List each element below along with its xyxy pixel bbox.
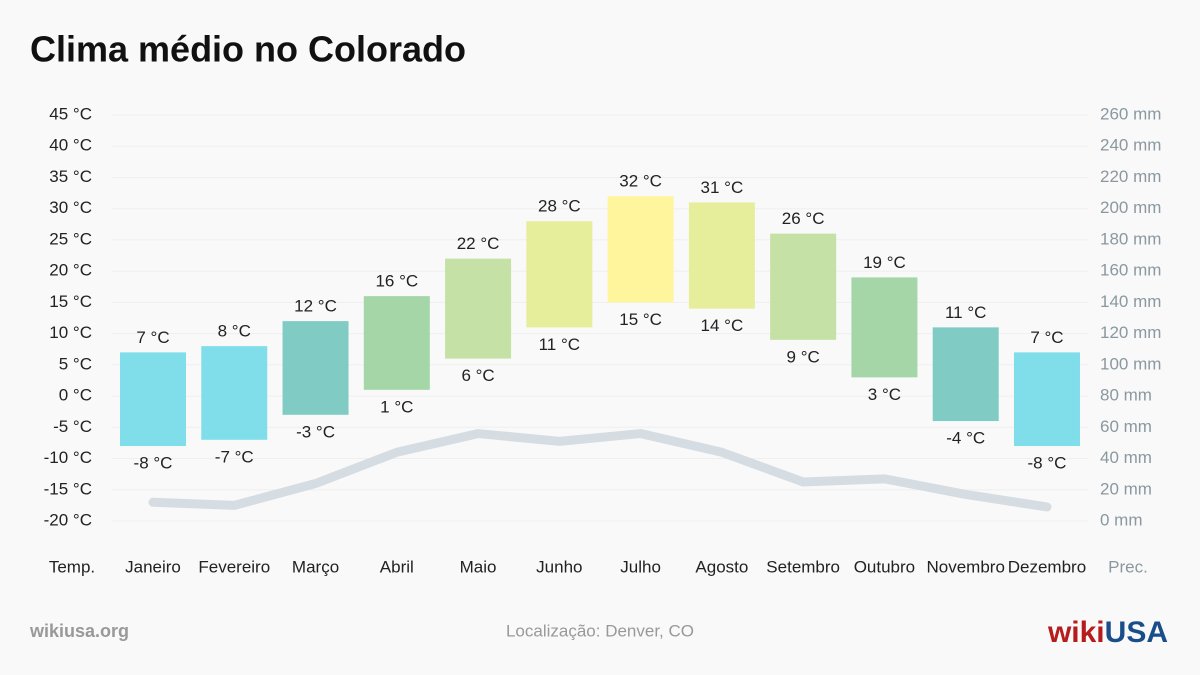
- temperature-bar: [932, 327, 999, 422]
- logo: wikiUSA: [1047, 616, 1168, 649]
- y-axis-label: Temp.: [49, 557, 95, 576]
- temperature-bar: [770, 233, 837, 340]
- min-label: 1 °C: [380, 397, 413, 416]
- max-label: 31 °C: [701, 178, 744, 197]
- min-label: 9 °C: [787, 347, 820, 366]
- y-tick-label: 30 °C: [49, 198, 92, 217]
- x-tick-label: Setembro: [766, 557, 840, 576]
- y-tick-label: 20 °C: [49, 261, 92, 280]
- max-label: 32 °C: [619, 172, 662, 191]
- y-tick-label: -5 °C: [53, 417, 92, 436]
- max-label: 12 °C: [294, 297, 337, 316]
- min-label: -7 °C: [215, 447, 254, 466]
- temperature-bar: [607, 196, 674, 303]
- y-tick-label: 5 °C: [59, 354, 92, 373]
- y2-tick-label: 240 mm: [1100, 136, 1161, 155]
- precipitation-line: [148, 429, 1052, 512]
- temperature-bar: [120, 352, 186, 447]
- temperature-bar: [526, 221, 593, 328]
- x-tick-label: Abril: [380, 557, 414, 576]
- x-tick-label: Janeiro: [125, 557, 181, 576]
- y-tick-label: 10 °C: [49, 323, 92, 342]
- logo-usa: USA: [1105, 616, 1168, 649]
- max-label: 19 °C: [863, 253, 906, 272]
- x-tick-label: Março: [292, 557, 339, 576]
- x-tick-label: Julho: [620, 557, 661, 576]
- x-tick-label: Junho: [536, 557, 582, 576]
- y2-tick-label: 220 mm: [1100, 167, 1161, 186]
- y2-tick-label: 200 mm: [1100, 198, 1161, 217]
- x-tick-label: Novembro: [926, 557, 1004, 576]
- y-tick-label: -20 °C: [44, 510, 92, 529]
- temperature-bar: [363, 296, 430, 390]
- y2-tick-label: 80 mm: [1100, 386, 1152, 405]
- max-label: 28 °C: [538, 197, 581, 216]
- y2-tick-label: 40 mm: [1100, 448, 1152, 467]
- y2-tick-label: 260 mm: [1100, 104, 1161, 123]
- y-tick-label: -15 °C: [44, 479, 92, 498]
- y2-tick-label: 20 mm: [1100, 479, 1152, 498]
- y-tick-label: 35 °C: [49, 167, 92, 186]
- y2-tick-label: 180 mm: [1100, 229, 1161, 248]
- min-label: 14 °C: [701, 316, 744, 335]
- min-label: 11 °C: [539, 335, 580, 354]
- min-label: -4 °C: [946, 429, 985, 448]
- chart-title: Clima médio no Colorado: [30, 29, 466, 70]
- max-label: 26 °C: [782, 209, 825, 228]
- y2-tick-label: 0 mm: [1100, 510, 1143, 529]
- y2-tick-label: 120 mm: [1100, 323, 1161, 342]
- y-tick-label: 45 °C: [49, 104, 92, 123]
- x-tick-label: Fevereiro: [198, 557, 270, 576]
- logo-wiki: wiki: [1047, 616, 1105, 649]
- min-label: 3 °C: [868, 385, 901, 404]
- grid: [112, 114, 1088, 522]
- max-label: 11 °C: [945, 303, 986, 322]
- temperature-bar: [282, 321, 349, 415]
- min-label: -3 °C: [296, 422, 335, 441]
- y-tick-label: -10 °C: [44, 448, 92, 467]
- y2-tick-label: 140 mm: [1100, 292, 1161, 311]
- x-tick-label: Maio: [460, 557, 497, 576]
- temperature-bar: [1013, 352, 1080, 447]
- temperature-bar: [688, 202, 755, 309]
- y2-axis-label: Prec.: [1108, 557, 1148, 576]
- min-label: -8 °C: [1028, 454, 1067, 473]
- max-label: 7 °C: [136, 328, 169, 347]
- max-label: 7 °C: [1030, 328, 1063, 347]
- max-label: 16 °C: [375, 272, 418, 291]
- y2-tick-label: 60 mm: [1100, 417, 1152, 436]
- x-tick-label: Dezembro: [1008, 557, 1086, 576]
- source: wikiusa.org: [29, 621, 129, 641]
- max-label: 8 °C: [218, 322, 251, 341]
- min-label: 6 °C: [461, 366, 494, 385]
- y-tick-label: 15 °C: [49, 292, 92, 311]
- y-tick-label: 0 °C: [59, 386, 92, 405]
- max-label: 22 °C: [457, 234, 500, 253]
- temperature-bar: [851, 277, 918, 378]
- min-label: -8 °C: [134, 454, 173, 473]
- y2-tick-label: 160 mm: [1100, 261, 1161, 280]
- location-note: Localização: Denver, CO: [506, 621, 694, 640]
- x-tick-label: Agosto: [695, 557, 748, 576]
- y2-tick-label: 100 mm: [1100, 354, 1161, 373]
- y-tick-label: 40 °C: [49, 136, 92, 155]
- temperature-bar: [445, 258, 512, 359]
- min-label: 15 °C: [619, 310, 662, 329]
- temperature-bar: [201, 346, 268, 440]
- x-tick-label: Outubro: [854, 557, 915, 576]
- y-tick-label: 25 °C: [49, 229, 92, 248]
